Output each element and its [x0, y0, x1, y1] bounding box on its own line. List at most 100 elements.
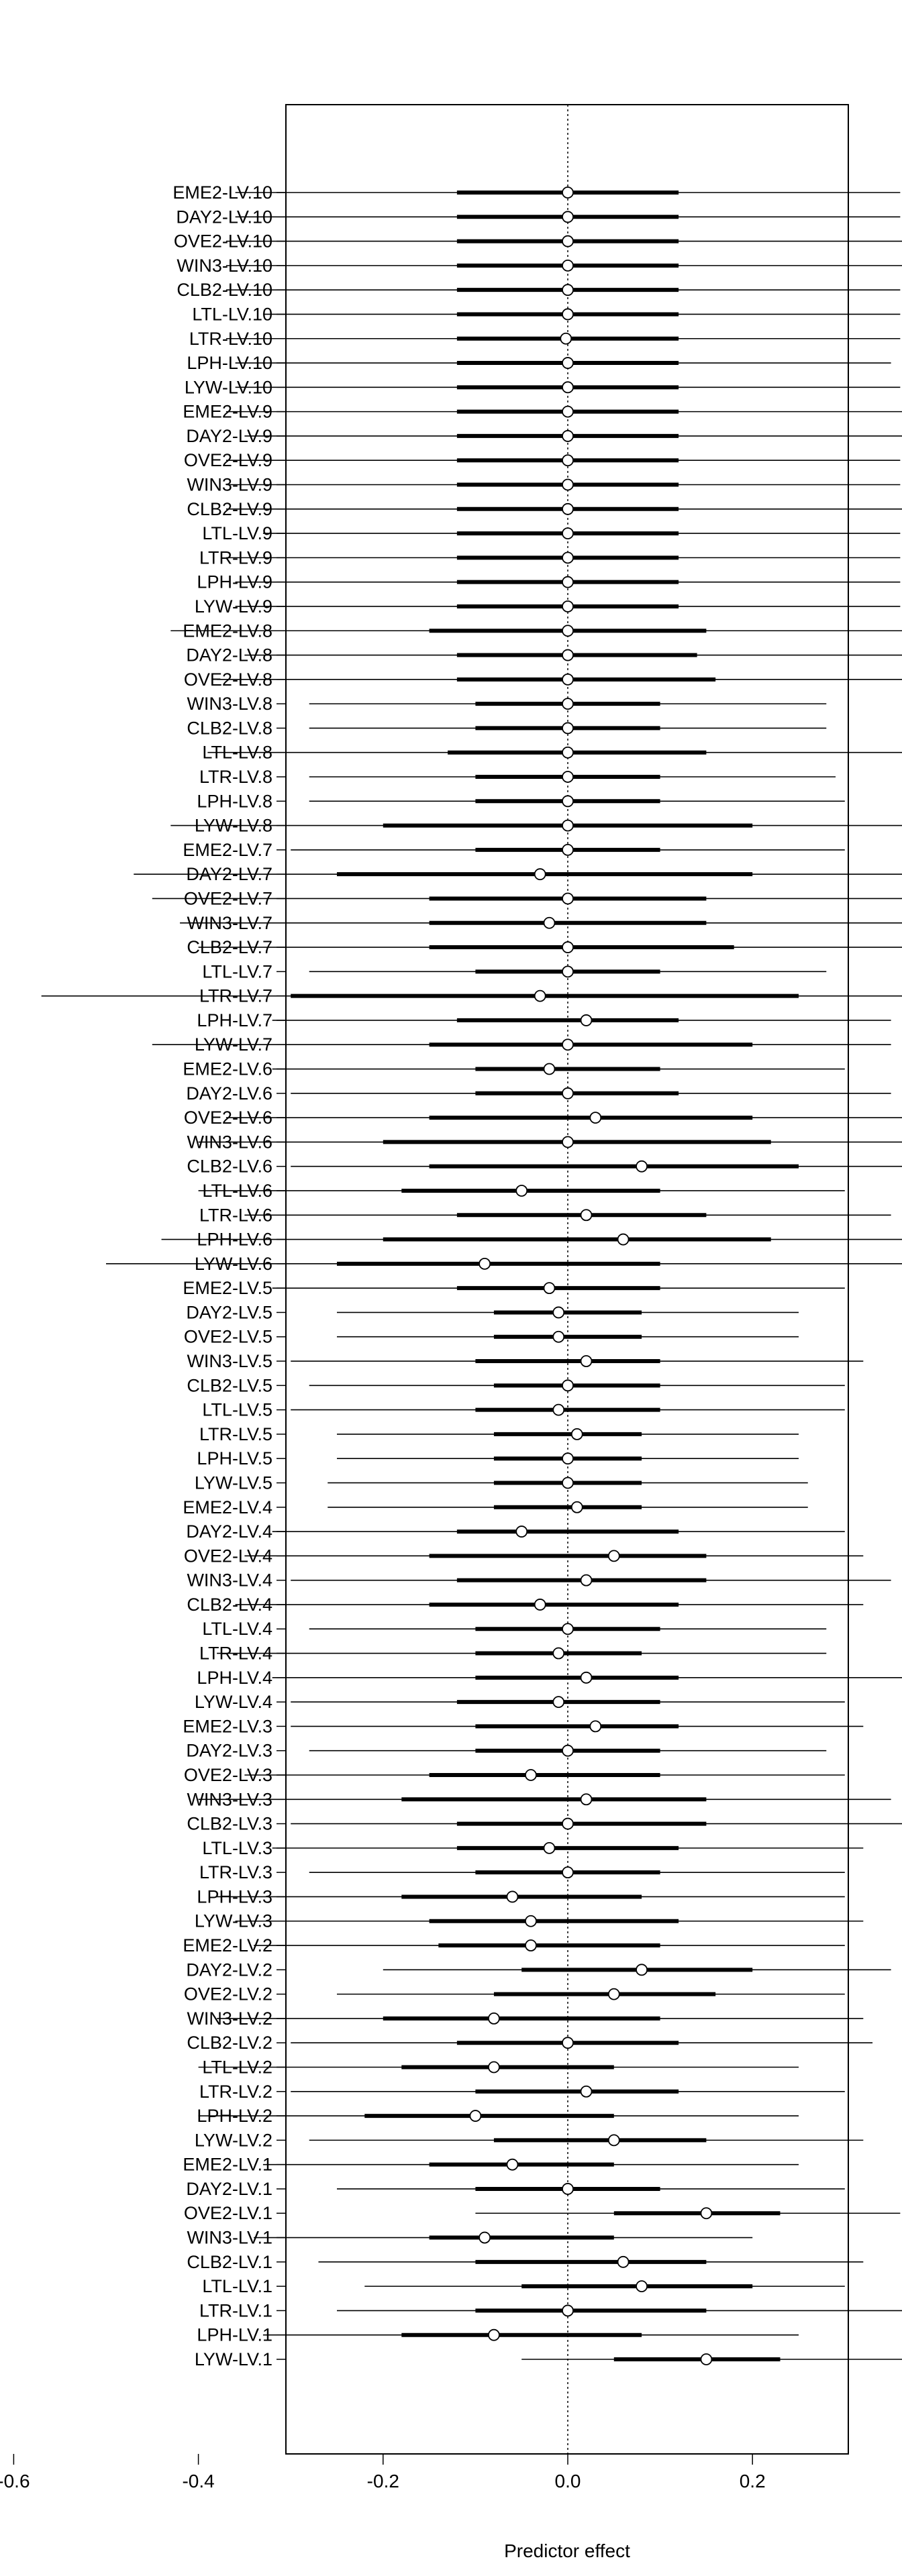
y-tick-label: WIN3-LV.1	[187, 2228, 272, 2248]
y-tick-label: EME2-LV.2	[183, 1935, 272, 1955]
mean-point	[562, 235, 574, 248]
y-tick-label: LTL-LV.6	[202, 1181, 272, 1201]
mean-point	[589, 1112, 602, 1124]
mean-point	[636, 2280, 648, 2293]
mean-point	[700, 2353, 713, 2365]
mean-point	[580, 1355, 593, 1367]
mean-point	[562, 941, 574, 953]
mean-point	[552, 1647, 565, 1660]
mean-point	[562, 892, 574, 905]
mean-point	[534, 989, 546, 1002]
mean-point	[562, 649, 574, 661]
y-tick-label: LYW-LV.2	[195, 2130, 272, 2150]
y-tick-label: LTR-LV.10	[189, 329, 272, 349]
mean-point	[562, 771, 574, 783]
y-tick-label: WIN3-LV.2	[187, 2008, 272, 2029]
y-tick-label: EME2-LV.4	[183, 1497, 272, 1517]
y-tick-label: OVE2-LV.4	[184, 1546, 272, 1566]
mean-point	[562, 1379, 574, 1392]
y-tick-label: OVE2-LV.9	[184, 450, 272, 470]
mean-point	[636, 1964, 648, 1976]
y-tick-label: DAY2-LV.2	[186, 1960, 272, 1980]
y-tick-label: EME2-LV.8	[183, 621, 272, 641]
x-axis: -0.6-0.4-0.20.00.20.40.6	[0, 2454, 766, 2491]
mean-point	[607, 1550, 620, 1562]
y-tick-label: LTL-LV.4	[202, 1619, 272, 1639]
y-tick-label: LPH-LV.10	[187, 353, 272, 373]
mean-point	[560, 332, 572, 345]
y-tick-label: LTR-LV.4	[199, 1644, 272, 1664]
y-tick-label: LYW-LV.6	[195, 1254, 272, 1274]
y-tick-label: OVE2-LV.7	[184, 888, 272, 908]
x-tick-label: 0.0	[555, 2471, 581, 2491]
mean-point	[562, 1087, 574, 1099]
mean-point	[534, 868, 546, 881]
mean-point	[580, 1671, 593, 1684]
mean-point	[562, 430, 574, 442]
mean-point	[570, 1428, 583, 1440]
mean-point	[562, 308, 574, 321]
y-tick-label: DAY2-LV.3	[186, 1741, 272, 1761]
mean-point	[552, 1696, 565, 1709]
mean-point	[525, 1939, 537, 1951]
mean-point	[562, 357, 574, 369]
x-axis-title: Predictor effect	[504, 2540, 630, 2561]
y-tick-label: LPH-LV.9	[197, 572, 272, 592]
y-tick-label: CLB2-LV.1	[187, 2252, 272, 2272]
y-tick-label: OVE2-LV.6	[184, 1108, 272, 1128]
y-tick-label: LYW-LV.8	[195, 816, 272, 836]
mean-point	[562, 502, 574, 515]
mean-point	[562, 1038, 574, 1051]
mean-point	[562, 2183, 574, 2195]
y-tick-label: WIN3-LV.7	[187, 913, 272, 933]
mean-point	[607, 1988, 620, 2000]
y-tick-label: EME2-LV.9	[183, 402, 272, 422]
intervals-layer	[41, 105, 902, 2454]
y-tick-label: DAY2-LV.1	[186, 2179, 272, 2199]
mean-point	[580, 1014, 593, 1026]
y-tick-label: WIN3-LV.10	[177, 256, 272, 276]
mean-point	[562, 211, 574, 223]
y-tick-label: CLB2-LV.7	[187, 937, 272, 957]
y-tick-label: EME2-LV.5	[183, 1278, 272, 1298]
mean-point	[506, 1890, 519, 1903]
mean-point	[589, 1720, 602, 1733]
y-tick-label: WIN3-LV.9	[187, 475, 272, 495]
mean-point	[562, 843, 574, 856]
mean-point	[562, 1866, 574, 1879]
mean-point	[562, 673, 574, 686]
y-tick-label: LPH-LV.7	[197, 1010, 272, 1030]
y-tick-label: LTR-LV.7	[199, 986, 272, 1006]
y-tick-label: CLB2-LV.8	[187, 718, 272, 738]
mean-point	[479, 1257, 491, 1270]
mean-point	[543, 1063, 556, 1075]
y-tick-label: LPH-LV.3	[197, 1886, 272, 1907]
y-tick-label: LTL-LV.8	[202, 743, 272, 763]
mean-point	[562, 527, 574, 539]
mean-point	[488, 2328, 500, 2341]
mean-point	[636, 1160, 648, 1173]
y-tick-label: LYW-LV.1	[195, 2349, 272, 2369]
mean-point	[562, 1744, 574, 1757]
mean-point	[562, 284, 574, 297]
mean-point	[552, 1403, 565, 1416]
mean-point	[562, 746, 574, 759]
y-tick-label: DAY2-LV.8	[186, 645, 272, 665]
y-tick-label: LTL-LV.3	[202, 1838, 272, 1858]
y-tick-label: LTL-LV.5	[202, 1400, 272, 1420]
y-tick-label: DAY2-LV.7	[186, 864, 272, 884]
y-tick-label: DAY2-LV.5	[186, 1302, 272, 1322]
y-tick-label: LTR-LV.9	[199, 547, 272, 568]
x-tick-label: -0.6	[0, 2471, 30, 2491]
y-tick-label: LTR-LV.1	[199, 2300, 272, 2320]
mean-point	[562, 722, 574, 735]
mean-point	[562, 405, 574, 418]
y-tick-label: DAY2-LV.4	[186, 1521, 272, 1542]
mean-point	[562, 186, 574, 199]
mean-point	[562, 1623, 574, 1635]
mean-point	[506, 2158, 519, 2171]
mean-point	[700, 2207, 713, 2220]
mean-point	[562, 1817, 574, 1830]
mean-point	[562, 795, 574, 808]
mean-point	[562, 1452, 574, 1465]
